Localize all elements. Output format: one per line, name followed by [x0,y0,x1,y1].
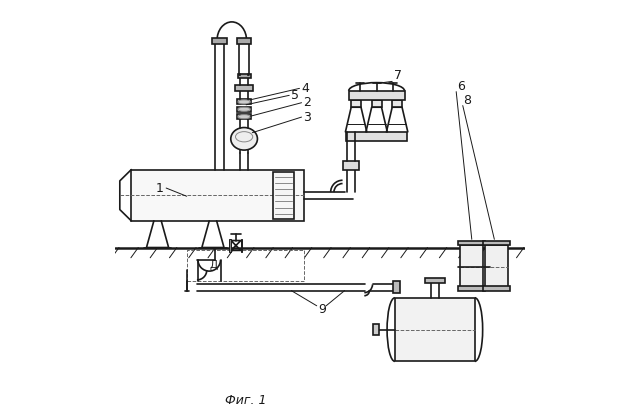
Bar [229,239,231,252]
Text: 5: 5 [291,89,300,102]
Bar [241,239,243,252]
Bar [483,286,510,291]
Bar [346,132,408,141]
Bar [131,170,303,221]
Bar [237,74,251,78]
Text: 8: 8 [463,94,471,107]
Bar [237,38,252,44]
Ellipse shape [238,115,250,119]
Bar [212,38,227,44]
Text: 4: 4 [301,82,310,95]
Bar [373,324,380,335]
Text: Фиг. 1: Фиг. 1 [225,394,267,407]
Text: 9: 9 [318,304,326,316]
Bar [237,107,252,112]
Ellipse shape [238,107,250,112]
Bar [485,245,508,289]
Text: 6: 6 [457,80,465,93]
Bar [460,245,483,289]
Ellipse shape [238,100,250,104]
Bar [237,114,252,119]
Bar [349,91,404,100]
Bar [458,240,485,245]
Ellipse shape [231,128,257,150]
Bar [393,281,401,293]
Text: Д: Д [209,260,218,270]
Bar [395,298,475,361]
Text: 2: 2 [303,96,311,109]
Bar [237,100,252,104]
Text: 3: 3 [303,111,311,123]
Bar [392,100,402,107]
Text: 1: 1 [156,182,163,195]
Bar [483,240,510,245]
Bar [372,100,381,107]
Bar [351,100,361,107]
Bar [273,172,294,219]
Bar [424,278,445,283]
Bar [458,286,485,291]
Text: 7: 7 [394,69,402,82]
Bar [235,85,253,91]
Bar [343,161,360,170]
